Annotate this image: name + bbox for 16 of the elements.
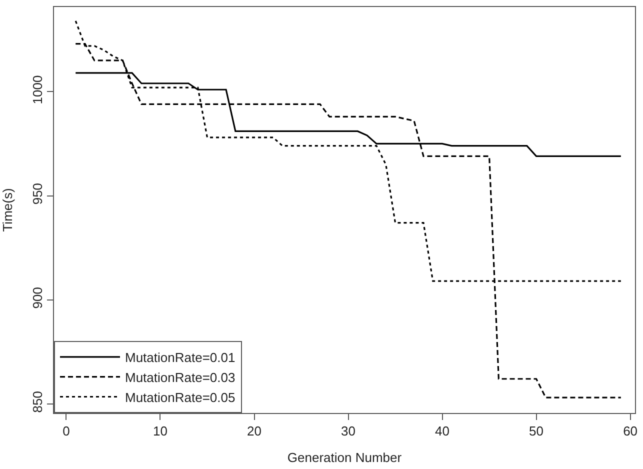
x-tick-label: 50: [529, 424, 544, 439]
x-tick-label: 0: [62, 424, 70, 439]
x-axis-title: Generation Number: [287, 450, 402, 466]
y-tick-label: 1000: [30, 75, 45, 104]
y-tick-label: 900: [30, 286, 45, 309]
y-axis-title: Time(s): [0, 188, 15, 232]
x-tick-label: 20: [247, 424, 262, 439]
legend-label: MutationRate=0.01: [125, 350, 236, 366]
x-tick-label: 40: [435, 424, 450, 439]
y-tick-label: 950: [30, 182, 45, 205]
y-tick-label: 850: [30, 391, 45, 413]
x-tick-label: 60: [623, 424, 638, 439]
x-tick-label: 10: [152, 424, 168, 439]
legend-label: MutationRate=0.03: [125, 370, 236, 385]
legend-label: MutationRate=0.05: [125, 390, 236, 405]
x-tick-label: 30: [341, 424, 356, 439]
